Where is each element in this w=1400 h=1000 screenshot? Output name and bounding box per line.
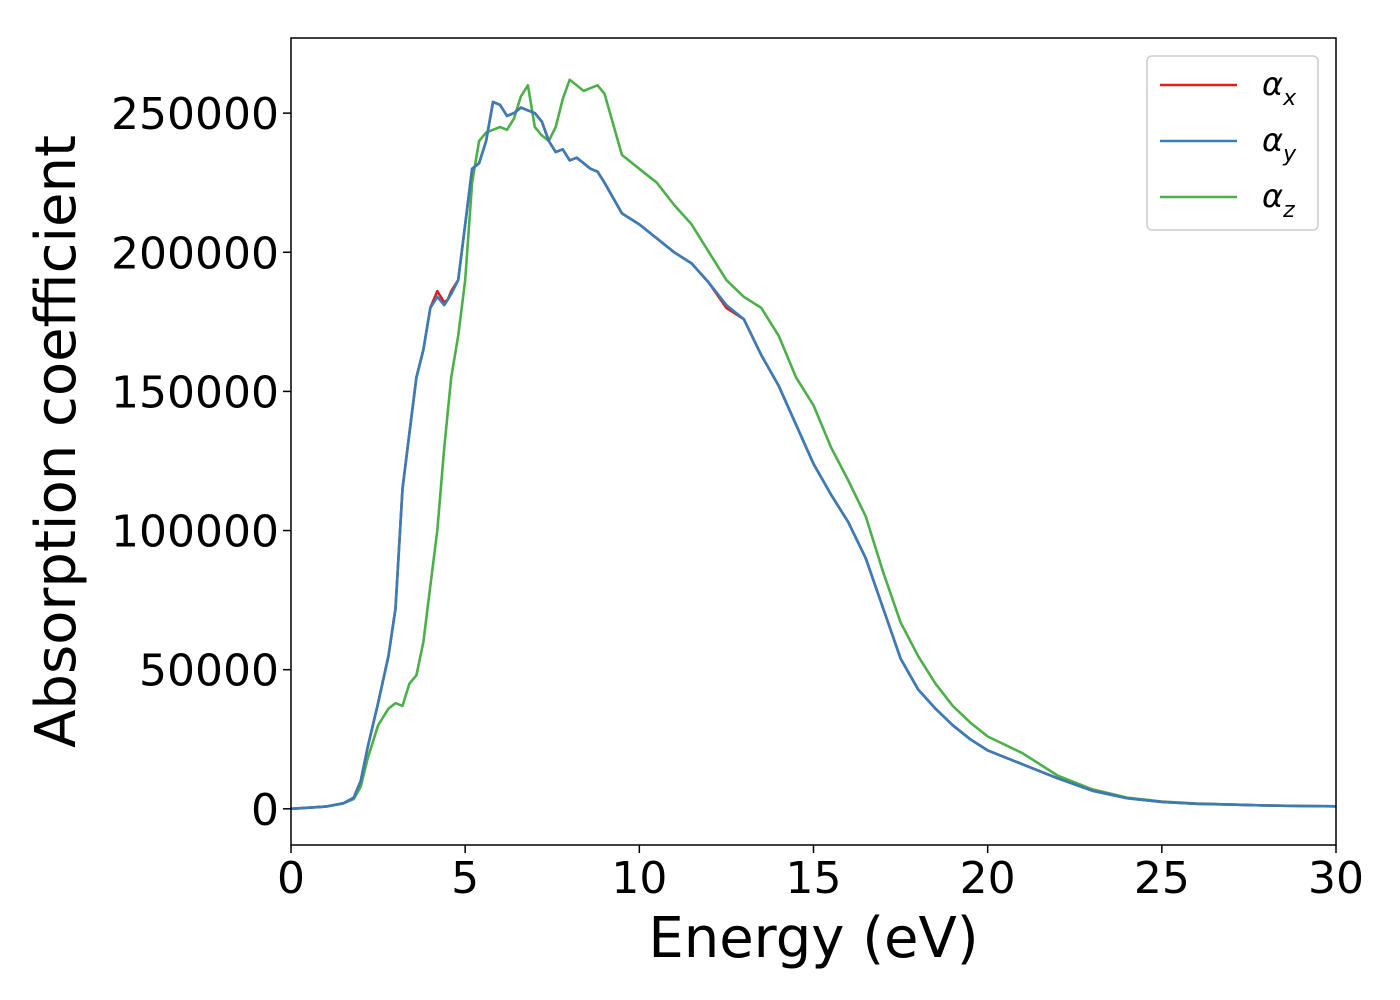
x-tick-label: 5 [451, 853, 479, 904]
y-tick-label: 200000 [111, 228, 279, 279]
x-axis-title: Energy (eV) [648, 906, 978, 971]
x-tick-label: 10 [611, 853, 667, 904]
legend-box [1146, 55, 1319, 231]
y-tick-label: 150000 [111, 367, 279, 418]
legend-label-alpha-z: αz [1262, 177, 1295, 223]
legend-subscript: x [1282, 86, 1297, 111]
y-tick-label: 250000 [111, 89, 279, 140]
legend-subscript: z [1282, 198, 1295, 223]
legend-symbol: α [1262, 121, 1283, 159]
series-line-alpha-z [290, 78, 1337, 811]
legend-subscript: y [1282, 142, 1297, 167]
legend-symbol: α [1262, 65, 1283, 103]
x-tick-label: 0 [277, 853, 305, 904]
x-tick-label: 25 [1134, 853, 1190, 904]
series-line-alpha-y [290, 100, 1337, 811]
y-tick-label: 100000 [111, 507, 279, 558]
legend-label-alpha-x: αx [1262, 65, 1297, 111]
y-tick-label: 0 [251, 785, 279, 836]
legend-symbol: α [1262, 177, 1283, 215]
y-axis-title: Absorption coefficient [24, 135, 89, 748]
x-tick-label: 20 [960, 853, 1016, 904]
series-lines [290, 78, 1337, 811]
axis-ticks: 0 5 10 15 20 25 30 0 50000 100000 150000 200000 2500… [111, 89, 1364, 904]
legend-label-alpha-y: αy [1262, 121, 1297, 167]
x-tick-label: 15 [786, 853, 842, 904]
x-tick-label: 30 [1308, 853, 1364, 904]
y-tick-label: 50000 [139, 646, 279, 697]
